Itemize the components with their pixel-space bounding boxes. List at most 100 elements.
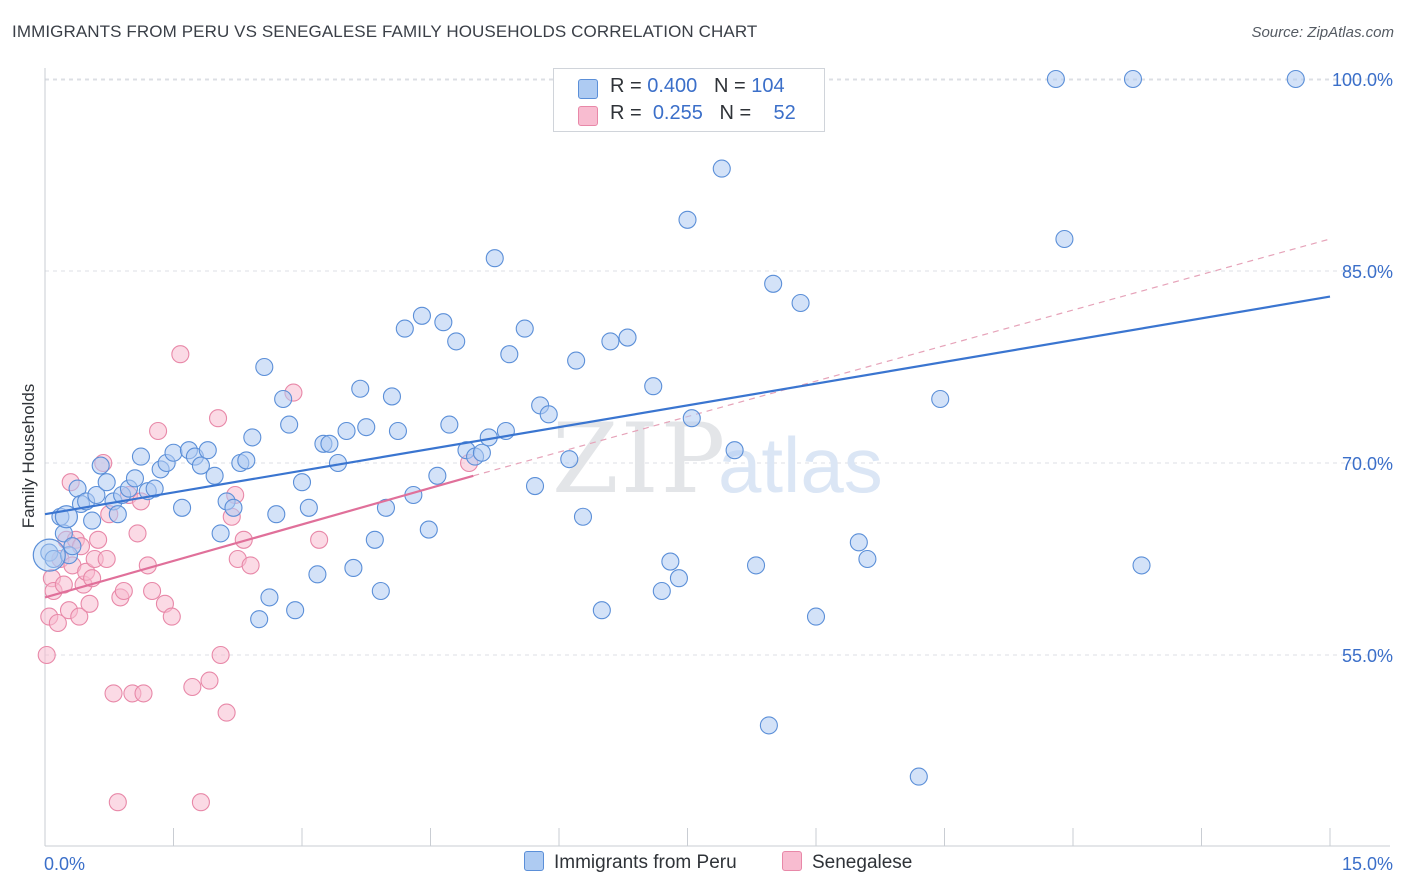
data-point-peru [250, 610, 269, 629]
data-point-peru [260, 588, 279, 607]
data-point-peru [759, 716, 778, 735]
data-point-peru [849, 533, 868, 552]
data-point-peru [125, 469, 144, 488]
data-point-peru [419, 520, 438, 539]
data-point-senegalese [234, 530, 253, 549]
data-point-peru [515, 319, 534, 338]
data-point-peru [371, 581, 390, 601]
data-point-peru [573, 507, 593, 526]
data-point-peru [644, 377, 663, 396]
data-point-senegalese [128, 524, 147, 543]
data-point-peru [145, 479, 164, 498]
data-point-peru [131, 447, 150, 466]
y-tick-label: 85.0% [1342, 262, 1393, 282]
data-point-senegalese [162, 607, 181, 626]
data-point-peru [909, 767, 928, 786]
data-point-peru [1055, 229, 1074, 249]
data-point-senegalese [310, 530, 329, 549]
x-tick-label-max: 15.0% [1342, 854, 1393, 874]
data-point-senegalese [241, 556, 260, 575]
data-point-peru [806, 607, 826, 626]
data-point-peru [652, 581, 671, 601]
legend-r-value-peru: 0.400 [647, 75, 698, 97]
chart-source: Source: ZipAtlas.com [1251, 24, 1394, 41]
data-point-peru [746, 556, 766, 575]
data-point-peru [198, 441, 217, 460]
data-point-senegalese [70, 607, 89, 626]
legend-n-value-senegalese: 52 [773, 102, 796, 124]
y-tick-label: 100.0% [1332, 70, 1393, 90]
data-point-peru [395, 319, 414, 338]
data-point-peru [286, 601, 305, 620]
data-point-peru [764, 274, 783, 293]
y-axis-title: Family Households [19, 384, 38, 529]
data-point-peru [447, 332, 466, 351]
data-point-peru [344, 558, 363, 578]
data-point-peru [472, 443, 491, 462]
data-point-peru [567, 351, 586, 370]
trend-lines [44, 295, 1331, 599]
data-point-peru [237, 451, 256, 470]
data-point-peru [725, 441, 744, 460]
data-point-peru [205, 466, 224, 485]
data-point-senegalese [211, 645, 230, 665]
data-point-peru [320, 434, 339, 453]
data-point-peru [539, 405, 558, 424]
data-point-senegalese [217, 703, 236, 722]
data-point-peru [376, 498, 396, 517]
data-point-peru [83, 511, 102, 530]
data-point-senegalese [80, 594, 99, 613]
data-point-peru [388, 421, 407, 441]
data-point-senegalese [108, 793, 127, 812]
data-point-peru [255, 357, 274, 377]
data-point-peru [712, 159, 731, 178]
data-point-peru [1046, 69, 1065, 89]
data-point-senegalese [97, 549, 116, 569]
watermark-atlas: atlas [718, 421, 883, 509]
data-point-peru [560, 450, 579, 469]
data-point-peru [1132, 556, 1151, 575]
axes [44, 68, 1390, 847]
data-point-peru [618, 328, 637, 347]
data-point-peru [299, 498, 318, 517]
legend-r-label-senegalese: R = [610, 102, 642, 124]
data-point-peru [525, 476, 545, 496]
data-point-peru [91, 456, 110, 475]
data-point-peru [191, 456, 210, 475]
data-point-peru [365, 530, 384, 549]
data-point-senegalese [149, 421, 168, 441]
data-point-peru [243, 428, 262, 447]
bottom-legend-label-senegalese: Senegalese [812, 852, 913, 873]
data-point-peru [108, 505, 127, 524]
data-point-senegalese [134, 684, 153, 703]
data-point-senegalese [208, 409, 228, 428]
data-point-peru [791, 293, 810, 313]
legend-n-label-senegalese: N = [719, 102, 752, 124]
legend-n-value-peru: 104 [751, 75, 785, 97]
data-point-senegalese [171, 345, 190, 364]
data-point-peru [382, 387, 402, 406]
data-point-peru [678, 210, 697, 229]
x-tick-label-min: 0.0% [44, 854, 85, 874]
reference-dashed-line [473, 238, 1331, 477]
data-point-peru [280, 415, 299, 434]
data-point-peru [308, 565, 327, 584]
trend-line-senegalese [44, 474, 474, 599]
points-peru [32, 69, 1305, 786]
data-point-peru [682, 409, 701, 428]
data-point-peru [292, 473, 312, 492]
legend-n-label-peru: N = [713, 75, 746, 97]
data-point-peru [274, 389, 293, 409]
data-point-senegalese [104, 684, 123, 703]
data-point-senegalese [114, 581, 133, 601]
axis-labels: 55.0% 70.0% 85.0% 100.0% 0.0% 15.0% Family Hou… [19, 70, 1393, 874]
trend-line-peru [44, 295, 1331, 516]
bottom-legend-peru: Immigrants from Peru [524, 851, 737, 874]
data-point-senegalese [191, 793, 210, 812]
data-point-peru [434, 313, 453, 332]
legend-r-label-peru: R = [610, 75, 642, 97]
data-point-peru [97, 473, 116, 492]
data-point-senegalese [183, 677, 202, 697]
